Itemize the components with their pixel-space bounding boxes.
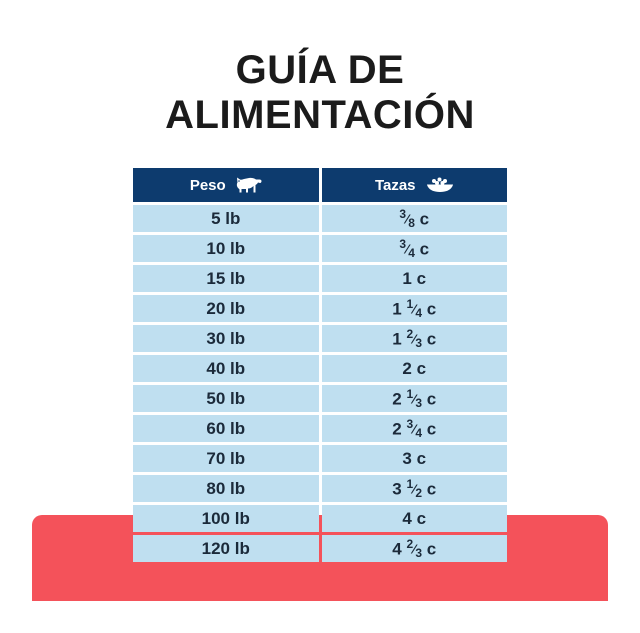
dog-icon	[236, 176, 262, 194]
cell-weight: 50 lb	[133, 385, 319, 412]
cell-cups: 4 c	[321, 505, 507, 532]
table-row: 50 lb 2 1⁄3 c	[133, 385, 507, 412]
cell-cups: 2 1⁄3 c	[321, 385, 507, 412]
cell-weight: 80 lb	[133, 475, 319, 502]
cell-weight: 120 lb	[133, 535, 319, 562]
feeding-table-wrapper: Peso	[130, 165, 510, 565]
feeding-table-body: 5 lb 3⁄8 c 10 lb 3⁄4 c 15 lb 1 c 20 lb 1…	[133, 205, 507, 562]
page-title: GUÍA DE ALIMENTACIÓN	[0, 48, 640, 138]
table-row: 60 lb 2 3⁄4 c	[133, 415, 507, 442]
table-row: 80 lb 3 1⁄2 c	[133, 475, 507, 502]
header-cell-weight: Peso	[133, 168, 319, 202]
food-bowl-icon	[426, 176, 454, 194]
cell-weight: 30 lb	[133, 325, 319, 352]
cell-cups: 1 c	[321, 265, 507, 292]
table-row: 120 lb 4 2⁄3 c	[133, 535, 507, 562]
page-title-line-1: GUÍA DE	[235, 48, 405, 92]
cell-cups: 3 c	[321, 445, 507, 472]
table-row: 15 lb 1 c	[133, 265, 507, 292]
bottom-red-band	[32, 515, 608, 601]
cell-weight: 40 lb	[133, 355, 319, 382]
cell-weight: 20 lb	[133, 295, 319, 322]
feeding-table-head: Peso	[133, 168, 507, 202]
table-row: 100 lb 4 c	[133, 505, 507, 532]
cell-cups: 4 2⁄3 c	[321, 535, 507, 562]
table-row: 70 lb 3 c	[133, 445, 507, 472]
cell-cups: 3⁄4 c	[321, 235, 507, 262]
cell-weight: 60 lb	[133, 415, 319, 442]
cell-weight: 100 lb	[133, 505, 319, 532]
table-header-row: Peso	[133, 168, 507, 202]
feeding-table: Peso	[130, 165, 510, 565]
cell-weight: 70 lb	[133, 445, 319, 472]
cell-cups: 3⁄8 c	[321, 205, 507, 232]
header-label-cups: Tazas	[374, 176, 416, 194]
table-row: 5 lb 3⁄8 c	[133, 205, 507, 232]
table-row: 20 lb 1 1⁄4 c	[133, 295, 507, 322]
table-row: 40 lb 2 c	[133, 355, 507, 382]
table-row: 10 lb 3⁄4 c	[133, 235, 507, 262]
cell-cups: 2 3⁄4 c	[321, 415, 507, 442]
cell-cups: 3 1⁄2 c	[321, 475, 507, 502]
page-title-line-2: ALIMENTACIÓN	[165, 93, 475, 137]
cell-cups: 1 2⁄3 c	[321, 325, 507, 352]
table-row: 30 lb 1 2⁄3 c	[133, 325, 507, 352]
cell-weight: 10 lb	[133, 235, 319, 262]
cell-cups: 1 1⁄4 c	[321, 295, 507, 322]
cell-weight: 15 lb	[133, 265, 319, 292]
cell-weight: 5 lb	[133, 205, 319, 232]
cell-cups: 2 c	[321, 355, 507, 382]
header-label-weight: Peso	[189, 176, 226, 194]
header-cell-cups: Tazas	[321, 168, 507, 202]
